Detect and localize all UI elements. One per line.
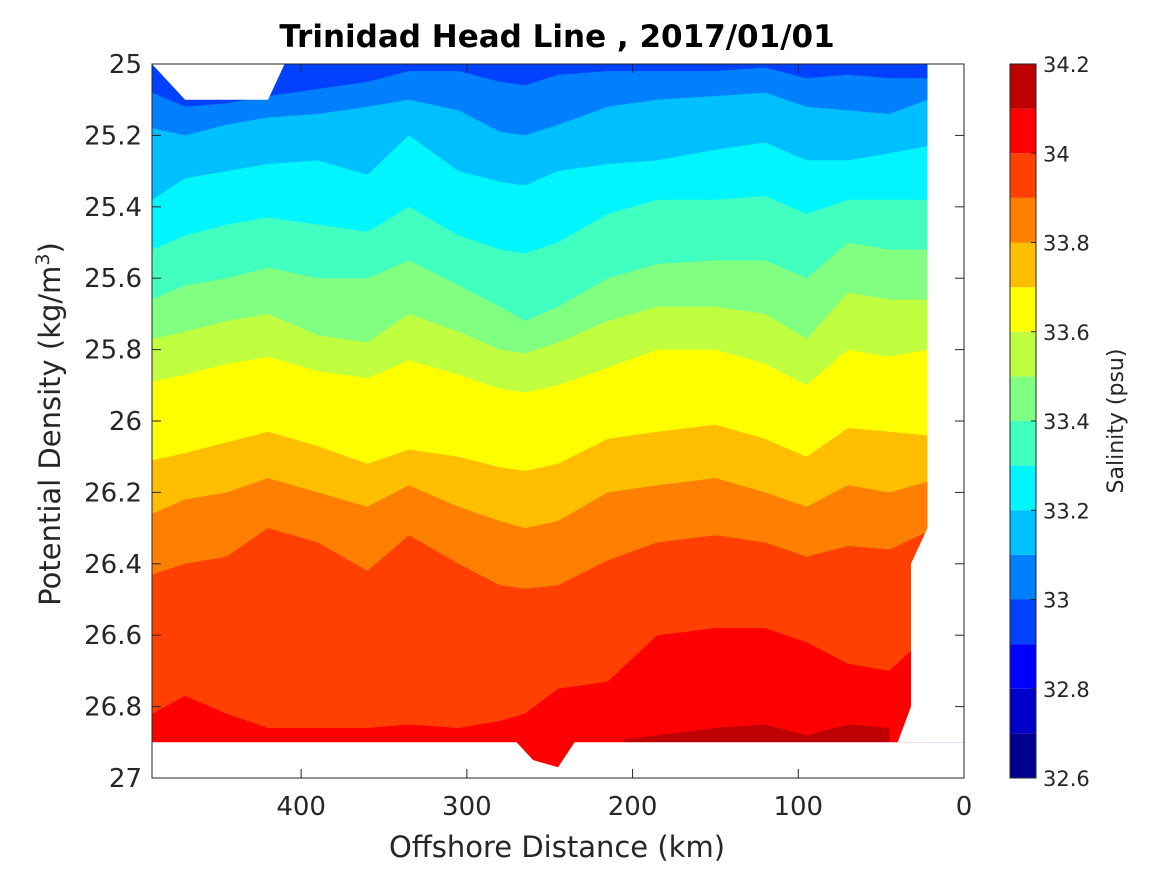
y-axis-label-superscript: 3 [32,253,54,265]
colorbar-label: Salinity (psu) [1104,349,1129,494]
y-tick-label: 26.4 [84,550,142,580]
no-data-masks [152,64,964,778]
y-axis-ticks: 25 25.2 25.4 25.6 25.8 26 26.2 26.4 26.6 26.8 27 [84,50,964,794]
y-tick-label: 26.2 [84,478,142,508]
colorbar-segment [1010,287,1036,332]
x-tick-label: 300 [442,792,492,822]
colorbar-tick-label: 34 [1043,142,1070,166]
colorbar-segment [1010,108,1036,154]
colorbar-segment [1010,376,1036,421]
y-axis-label-main: Potential Density (kg/m [33,266,67,606]
colorbar-segment [1010,197,1036,243]
colorbar-tick-label: 32.6 [1043,767,1090,791]
y-tick-label: 25.2 [84,121,142,151]
colorbar-tick-label: 34.2 [1043,53,1090,77]
colorbar-segment [1010,421,1036,466]
colorbar-ticks: 32.6 32.8 33 33.2 33.4 33.6 33.8 34 34.2 [1031,53,1090,791]
colorbar-tick-label: 33.2 [1043,499,1090,523]
no-data-mask [897,64,964,743]
y-tick-label: 25.8 [84,336,142,366]
y-tick-label: 26 [109,407,142,437]
colorbar-segment [1010,465,1036,511]
colorbar-tick-label: 33.6 [1043,321,1090,345]
colorbar-tick-label: 33 [1043,589,1070,613]
plot-area [151,63,965,779]
y-axis-label: Potential Density (kg/m3) [32,242,67,606]
no-data-mask [152,742,964,778]
colorbar-segment [1010,242,1036,288]
y-tick-label: 25.4 [84,193,142,223]
colorbar-segment [1010,688,1036,734]
x-axis-ticks: 400 300 200 100 0 [276,64,972,822]
x-tick-label: 100 [773,792,823,822]
x-tick-label: 0 [956,792,973,822]
colorbar-tick-label: 33.4 [1043,410,1090,434]
x-tick-label: 400 [276,792,326,822]
colorbar-tick-label: 32.8 [1043,678,1090,702]
y-tick-label: 25.6 [84,264,142,294]
colorbar-tick-label: 33.8 [1043,232,1090,256]
colorbar-segment [1010,510,1036,555]
x-axis-label: Offshore Distance (km) [389,830,725,864]
no-data-mask [152,64,285,100]
colorbar [1009,63,1037,779]
colorbar-segment [1010,554,1036,600]
chart-title: Trinidad Head Line , 2017/01/01 [279,19,834,55]
colorbar-segment [1010,599,1036,645]
colorbar-segment [1010,64,1036,109]
y-tick-label: 26.6 [84,621,142,651]
colorbar-segment [1010,153,1036,198]
contour-bands [152,64,964,778]
y-tick-label: 26.8 [84,693,142,723]
x-tick-label: 200 [608,792,658,822]
colorbar-segment [1010,644,1036,689]
y-tick-label: 25 [109,50,142,80]
colorbar-segment [1010,733,1036,778]
colorbar-segment [1010,331,1036,377]
y-axis-label-close: ) [33,242,67,253]
y-tick-label: 27 [109,764,142,794]
